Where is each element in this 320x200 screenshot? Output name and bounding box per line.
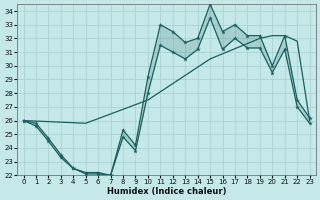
X-axis label: Humidex (Indice chaleur): Humidex (Indice chaleur) (107, 187, 226, 196)
